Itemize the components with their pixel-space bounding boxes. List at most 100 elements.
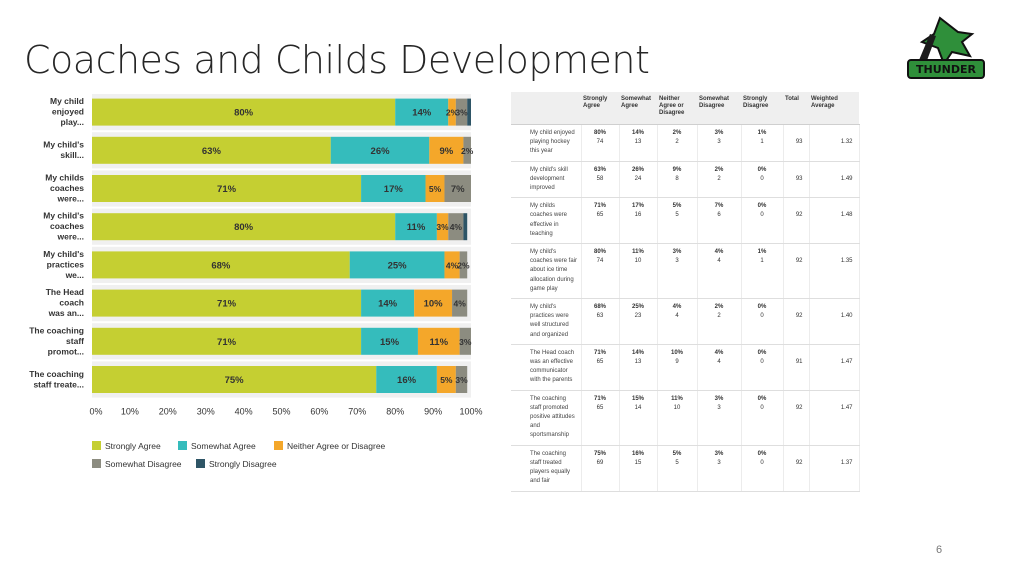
category-label: The Head [46, 287, 84, 297]
response-percent: 0% [757, 203, 767, 210]
bar-value-label: 4% [453, 299, 466, 309]
total-cell: 92 [783, 243, 810, 300]
response-percent: 14% [631, 130, 644, 136]
response-cell: 11% 10 [619, 243, 658, 300]
response-count: 3 [717, 459, 721, 466]
response-percent: 3% [714, 395, 724, 402]
response-cell: 1% 1 [741, 124, 784, 162]
bar-segment [444, 251, 460, 279]
response-percent: 71% [593, 203, 606, 210]
response-cell: 26% 24 [619, 161, 658, 199]
bar-segment [436, 366, 456, 393]
response-count: 13 [634, 359, 642, 366]
logo-helmet-shape [919, 16, 975, 67]
response-count: 10 [634, 258, 642, 265]
question-cell: The Head coach was an effective communic… [511, 344, 582, 391]
response-cell: 4% 4 [697, 243, 742, 300]
response-cell: 71% 65 [581, 344, 620, 391]
response-cell: 5% 5 [657, 445, 698, 492]
response-count: 0 [760, 404, 764, 411]
bar-segment [395, 98, 449, 126]
response-count: 58 [596, 175, 604, 182]
bar-segment [463, 213, 468, 241]
response-count: 4 [717, 359, 721, 366]
response-percent: 2% [672, 130, 682, 136]
response-count: 6 [717, 212, 721, 219]
results-table-panel: Strongly Agree Somewhat Agree Neither Agre… [511, 92, 860, 492]
category-label: coach [59, 298, 84, 308]
response-count: 65 [596, 404, 604, 411]
response-cell: 4% 4 [697, 344, 742, 391]
response-cell: 80% 74 [581, 124, 620, 162]
category-label: The coaching [29, 325, 84, 335]
response-percent: 4% [672, 304, 682, 311]
bar-segment [361, 327, 418, 355]
weighted-average-cell: 1.47 [809, 390, 860, 446]
total-cell: 92 [783, 445, 810, 492]
response-count: 0 [760, 459, 764, 466]
bar-segment [452, 289, 468, 317]
legend-swatch [92, 441, 101, 450]
bar-segment [429, 136, 464, 164]
bar-value-label: 10% [424, 299, 444, 310]
weighted-average-cell: 1.32 [809, 124, 860, 162]
response-count: 2 [717, 313, 721, 320]
bar-value-label: 5% [440, 375, 453, 385]
category-label: staff treate... [33, 379, 84, 389]
response-cell: 4% 4 [657, 298, 698, 345]
bar-value-label: 5% [429, 184, 442, 194]
bar-value-label: 11% [430, 337, 449, 348]
bar-segment [361, 289, 415, 317]
bar-segment [425, 175, 445, 202]
bar-value-label: 75% [225, 375, 245, 386]
response-count: 0 [760, 313, 764, 320]
response-cell: 80% 74 [581, 243, 620, 300]
bar-segment [92, 98, 396, 126]
table-row: My child's skill development improved 63%… [511, 161, 860, 199]
legend-label: Somewhat Disagree [105, 459, 182, 469]
response-percent: 63% [593, 166, 606, 173]
results-table: Strongly Agree Somewhat Agree Neither Agre… [511, 92, 860, 492]
response-percent: 26% [631, 166, 644, 173]
legend-swatch [196, 459, 205, 468]
bar-value-label: 7% [451, 184, 465, 195]
bar-segment [455, 366, 468, 393]
x-tick-label: 70% [348, 407, 366, 417]
response-count: 69 [596, 459, 604, 466]
response-cell: 1% 1 [741, 243, 784, 300]
question-cell: The coaching staff promoted positive att… [511, 390, 582, 446]
x-tick-label: 10% [121, 407, 139, 417]
bar-value-label: 68% [211, 260, 231, 271]
response-percent: 80% [593, 249, 606, 256]
page-title: Coaches and Childs Development [24, 38, 650, 82]
question-cell: My childs coaches were effective in teac… [511, 197, 582, 245]
response-cell: 10% 9 [657, 344, 698, 391]
bar-segment [459, 251, 468, 279]
bar-value-label: 2% [457, 260, 470, 270]
category-label: My child's [43, 211, 84, 221]
response-percent: 11% [671, 395, 683, 402]
response-percent: 5% [672, 450, 682, 457]
table-header-cell: Total [783, 92, 809, 125]
response-cell: 68% 63 [581, 298, 620, 345]
page-number: 6 [936, 544, 943, 556]
response-percent: 3% [672, 249, 682, 256]
response-count: 16 [634, 212, 642, 219]
table-row: My child's practices were well structure… [511, 298, 860, 345]
response-percent: 71% [593, 349, 606, 356]
bar-segment [417, 327, 460, 355]
response-cell: 25% 23 [619, 298, 658, 345]
legend-swatch [178, 441, 187, 450]
bar-value-label: 63% [202, 146, 222, 157]
table-header-cell: Strongly Disagree [741, 92, 783, 125]
bar-segment [349, 251, 445, 279]
response-cell: 0% 0 [741, 445, 784, 492]
category-label: My child's [43, 140, 84, 150]
table-header-row: Strongly Agree Somewhat Agree Neither Agre… [511, 92, 859, 125]
response-count: 4 [717, 258, 721, 265]
total-cell: 93 [783, 161, 810, 199]
response-count: 2 [717, 175, 721, 182]
response-cell: 17% 16 [619, 197, 658, 245]
bar-value-label: 3% [436, 222, 449, 232]
bar-segment [92, 213, 396, 241]
